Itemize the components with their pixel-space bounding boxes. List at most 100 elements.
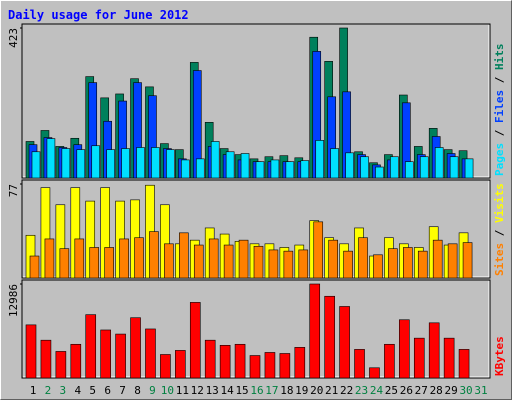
bar: [204, 339, 216, 379]
bar: [149, 231, 159, 279]
bar: [399, 319, 410, 379]
bar: [89, 247, 100, 279]
bar: [164, 243, 174, 279]
x-tick-label: 12: [191, 384, 204, 397]
bar: [360, 156, 369, 179]
bar: [195, 158, 205, 179]
bar: [328, 239, 338, 279]
x-tick-label: 20: [310, 384, 323, 397]
x-tick-label: 26: [400, 384, 413, 397]
x-tick-label: 15: [235, 384, 248, 397]
bar: [76, 149, 86, 179]
bar: [449, 156, 459, 179]
bar: [354, 349, 365, 379]
x-tick-label: 9: [149, 384, 156, 397]
bar: [434, 147, 444, 179]
bar: [136, 147, 145, 179]
bar: [294, 347, 306, 379]
y-tick-label: 423: [7, 28, 20, 48]
x-tick-label: 6: [104, 384, 111, 397]
bar: [115, 333, 126, 379]
bar: [384, 343, 395, 379]
bar: [458, 349, 470, 379]
x-tick-label: 18: [280, 384, 293, 397]
bar: [70, 343, 82, 379]
x-tick-label: 28: [430, 384, 443, 397]
x-tick-label: 24: [370, 384, 384, 397]
bar: [330, 148, 339, 179]
bar: [345, 152, 354, 179]
chart-title: Daily usage for June 2012: [8, 8, 189, 22]
x-tick-label: 23: [355, 384, 368, 397]
bar: [100, 329, 111, 379]
bar: [234, 343, 246, 379]
x-tick-label: 19: [295, 384, 308, 397]
bar: [59, 248, 70, 279]
x-tick-label: 29: [445, 384, 458, 397]
x-tick-label: 25: [385, 384, 398, 397]
bar: [145, 328, 156, 379]
x-tick-label: 2: [45, 384, 52, 397]
bar: [285, 161, 295, 179]
bar: [55, 351, 67, 379]
bar: [210, 141, 220, 179]
legend-separator: /: [493, 223, 506, 243]
bar: [179, 232, 189, 279]
legend-separator: /: [493, 123, 506, 143]
x-tick-label: 3: [60, 384, 67, 397]
x-tick-label: 4: [74, 384, 81, 397]
bar: [373, 254, 383, 279]
bar: [403, 247, 413, 279]
bar: [390, 156, 399, 179]
x-tick-label: 5: [89, 384, 96, 397]
bar: [343, 250, 353, 279]
bar: [61, 148, 71, 179]
y-tick-label: 12986: [7, 284, 20, 317]
bar: [432, 239, 443, 279]
bar: [238, 239, 249, 279]
bar: [219, 345, 231, 379]
bar: [151, 147, 160, 179]
legend: KBytes: [493, 336, 506, 376]
bar: [413, 337, 425, 379]
bar: [104, 247, 114, 279]
legend: Pages / Files / Hits: [493, 44, 506, 177]
legend-entry: Files: [493, 90, 506, 123]
x-tick-label: 1: [30, 384, 37, 397]
bar: [225, 151, 235, 179]
legend-entry: Pages: [493, 143, 506, 176]
bar: [85, 314, 97, 379]
legend-entry: Sites: [493, 243, 506, 276]
legend-entry: Hits: [493, 44, 506, 71]
x-tick-label: 10: [161, 384, 174, 397]
bar: [309, 283, 321, 379]
x-tick-label: 14: [221, 384, 235, 397]
bar: [369, 367, 380, 379]
x-tick-label: 22: [340, 384, 353, 397]
bar: [44, 238, 55, 279]
bar: [175, 350, 186, 379]
x-tick-label: 30: [459, 384, 472, 397]
bar: [25, 324, 37, 379]
bar: [31, 151, 41, 179]
bar: [417, 250, 428, 279]
x-tick-label: 7: [119, 384, 126, 397]
bar: [46, 138, 56, 179]
bar: [375, 166, 384, 179]
bar: [358, 237, 368, 279]
bar: [193, 244, 204, 279]
bar: [283, 250, 294, 279]
bar: [106, 149, 115, 179]
bar: [264, 352, 276, 379]
bar: [405, 161, 414, 179]
bar: [268, 249, 279, 279]
bar: [253, 245, 264, 279]
bar: [130, 317, 141, 379]
x-tick-label: 13: [206, 384, 219, 397]
bar: [160, 354, 171, 379]
bar: [249, 355, 261, 379]
bar: [419, 156, 429, 179]
bar: [324, 295, 335, 379]
